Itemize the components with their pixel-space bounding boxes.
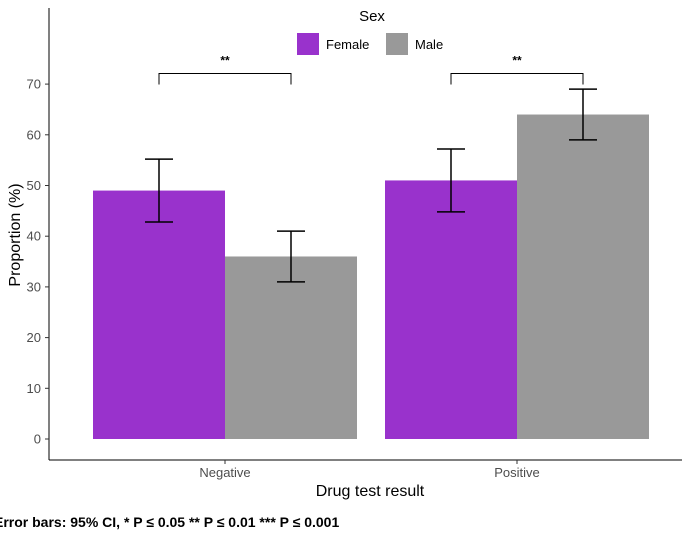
y-tick-label-40: 40 (27, 229, 41, 244)
plot-area: ** ** (93, 53, 649, 440)
axes: 0 10 20 30 40 50 60 70 Negative Positive (27, 8, 682, 480)
significance-bracket-1 (158, 72, 292, 85)
x-tick-label-negative: Negative (199, 465, 250, 480)
y-tick-label-70: 70 (27, 77, 41, 92)
footnote: Error bars: 95% CI, * P ≤ 0.05 ** P ≤ 0.… (0, 514, 340, 530)
bar-negative-male (225, 256, 357, 439)
significance-label-1: ** (220, 53, 230, 67)
significance-bracket-2 (450, 72, 584, 85)
legend-label-male: Male (415, 37, 443, 52)
legend-swatch-male (386, 33, 408, 55)
y-tick-label-10: 10 (27, 381, 41, 396)
bar-positive-male (517, 114, 649, 440)
y-axis-title: Proportion (%) (7, 183, 24, 286)
y-tick-label-0: 0 (34, 432, 41, 447)
x-axis-title: Drug test result (316, 483, 425, 500)
significance-label-2: ** (512, 53, 522, 67)
legend-title: Sex (359, 8, 385, 25)
legend-swatch-female (297, 33, 319, 55)
y-tick-label-50: 50 (27, 178, 41, 193)
bar-chart: ** ** 0 10 20 30 40 50 60 70 Negative Positive Dru… (7, 8, 682, 500)
legend: Sex Female Male (297, 8, 443, 55)
legend-label-female: Female (326, 37, 369, 52)
bar-negative-female (93, 190, 225, 439)
bar-positive-female (385, 180, 517, 439)
y-tick-label-20: 20 (27, 330, 41, 345)
x-tick-label-positive: Positive (494, 465, 540, 480)
y-tick-label-60: 60 (27, 127, 41, 142)
y-tick-label-30: 30 (27, 279, 41, 294)
